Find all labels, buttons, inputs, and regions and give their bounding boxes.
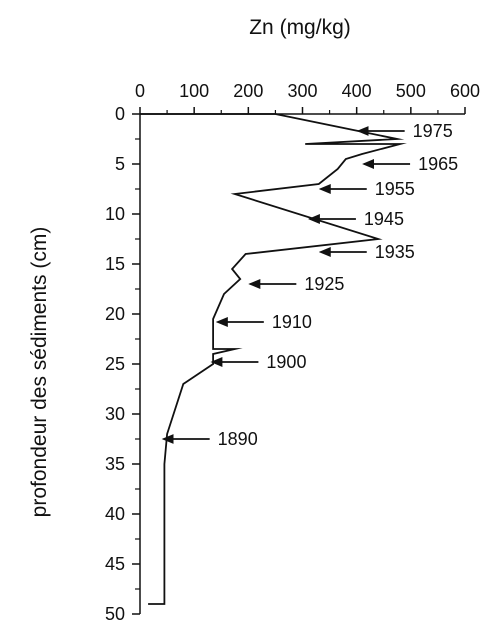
y-tick-label-1: 5 [115, 154, 125, 174]
y-tick-label-3: 15 [105, 254, 125, 274]
annotation-label-0: 1975 [413, 121, 453, 141]
x-tick-label-4: 400 [342, 81, 372, 101]
annotation-label-3: 1945 [364, 209, 404, 229]
x-tick-label-0: 0 [135, 81, 145, 101]
x-tick-label-3: 300 [287, 81, 317, 101]
annotation-label-4: 1935 [375, 242, 415, 262]
annotation-label-5: 1925 [304, 274, 344, 294]
y-tick-label-0: 0 [115, 104, 125, 124]
y-axis-label: profondeur des sédiments (cm) [28, 227, 51, 518]
y-tick-label-4: 20 [105, 304, 125, 324]
y-tick-label-10: 50 [105, 604, 125, 620]
series-line-0 [140, 113, 407, 605]
y-tick-label-8: 40 [105, 504, 125, 524]
annotation-label-1: 1965 [418, 154, 458, 174]
annotation-label-6: 1910 [272, 312, 312, 332]
x-tick-label-1: 100 [179, 81, 209, 101]
x-tick-label-2: 200 [233, 81, 263, 101]
y-tick-label-2: 10 [105, 204, 125, 224]
annotation-label-8: 1890 [218, 429, 258, 449]
annotation-label-7: 1900 [266, 352, 306, 372]
y-tick-label-7: 35 [105, 454, 125, 474]
y-tick-label-6: 30 [105, 404, 125, 424]
y-tick-label-5: 25 [105, 354, 125, 374]
annotation-label-2: 1955 [375, 179, 415, 199]
series-layer [140, 113, 407, 605]
axes: 0 100 200 300 400 500 600 0 5 10 15 20 25 30 35 40 45 50 [105, 81, 480, 624]
chart-title: Zn (mg/kg) [249, 16, 351, 39]
x-tick-label-6: 600 [450, 81, 480, 101]
y-tick-label-9: 45 [105, 554, 125, 574]
x-tick-label-5: 500 [396, 81, 426, 101]
